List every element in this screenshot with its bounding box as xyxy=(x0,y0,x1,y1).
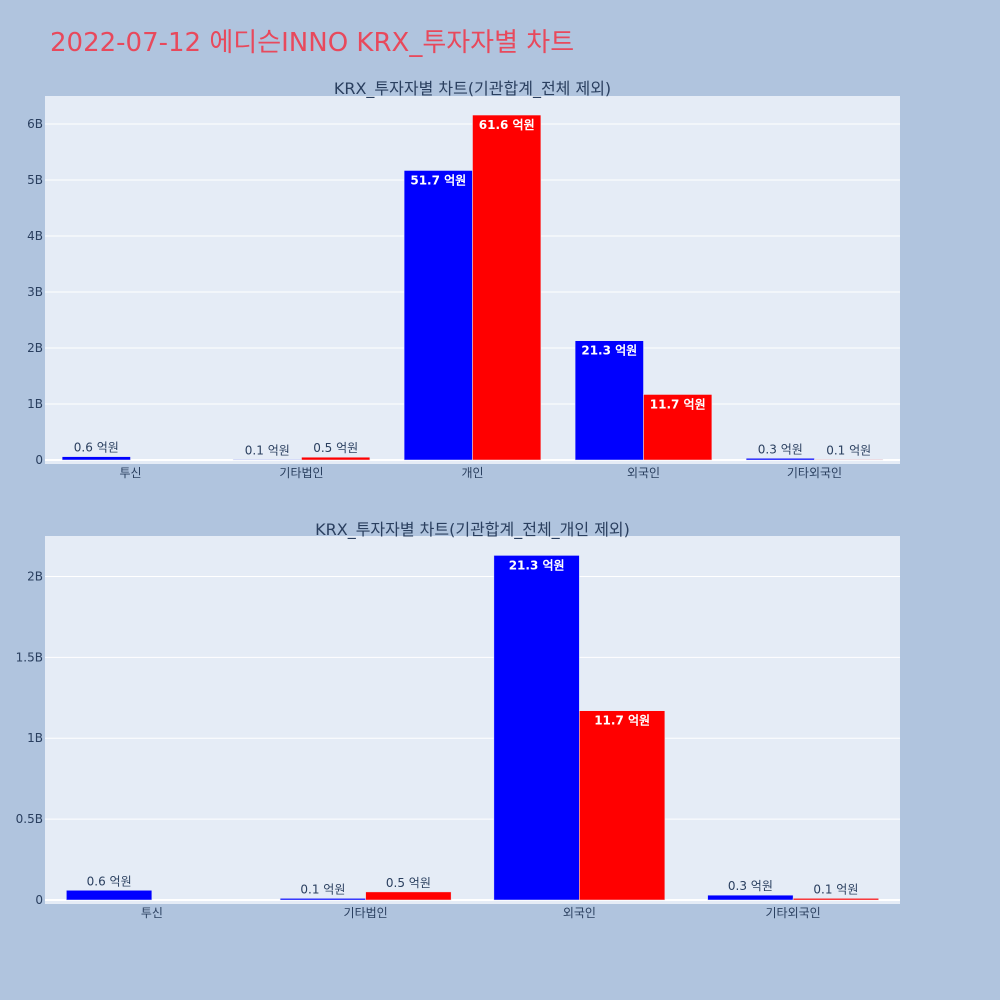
page-title: 2022-07-12 에디슨INNO KRX_투자자별 차트 xyxy=(50,28,575,58)
data-label: 0.6 억원 xyxy=(74,441,119,455)
bar xyxy=(301,456,371,461)
x-tick-label: 투신 xyxy=(141,906,163,920)
y-tick-label: 1B xyxy=(27,731,43,745)
x-tick-label: 기타외국인 xyxy=(766,906,821,920)
chart-bottom: 0 0.5B 1B 1.5B 2B KRX_투자자별 차트(기관합계_전체_개인 제외) 0… xyxy=(16,520,900,920)
y-tick-label: 0.5B xyxy=(16,812,43,826)
y-tick-label: 0 xyxy=(35,453,43,467)
bar xyxy=(643,394,713,461)
bar xyxy=(814,459,884,461)
x-tick-label: 개인 xyxy=(461,466,483,480)
y-tick-label: 1.5B xyxy=(16,650,43,664)
bar xyxy=(232,459,302,461)
bar xyxy=(365,891,452,901)
x-tick-label: 투신 xyxy=(119,466,141,480)
data-label: 0.3 억원 xyxy=(758,442,803,456)
x-tick-label: 기타외국인 xyxy=(787,466,842,480)
y-tick-label: 2B xyxy=(27,569,43,583)
data-label: 0.1 억원 xyxy=(813,882,858,896)
subplot-title: KRX_투자자별 차트(기관합계_전체 제외) xyxy=(334,79,611,99)
bar xyxy=(792,898,879,901)
data-label: 61.6 억원 xyxy=(479,118,535,132)
data-label: 0.3 억원 xyxy=(728,879,773,893)
x-tick-label: 기타법인 xyxy=(344,906,388,920)
bar xyxy=(472,114,542,461)
plot-area xyxy=(45,536,900,904)
y-tick-label: 1B xyxy=(27,397,43,411)
bar xyxy=(403,170,473,461)
subplot-title: KRX_투자자별 차트(기관합계_전체_개인 제외) xyxy=(315,520,630,540)
data-label: 0.1 억원 xyxy=(245,443,290,457)
data-label: 11.7 억원 xyxy=(594,714,650,728)
data-label: 0.1 억원 xyxy=(826,443,871,457)
data-label: 21.3 억원 xyxy=(509,558,565,572)
y-tick-label: 5B xyxy=(27,173,43,187)
bar xyxy=(574,340,644,461)
data-label: 51.7 억원 xyxy=(410,173,466,187)
y-tick-label: 3B xyxy=(27,285,43,299)
bar xyxy=(66,890,153,901)
data-label: 0.5 억원 xyxy=(386,876,431,890)
bar xyxy=(61,456,131,461)
data-label: 11.7 억원 xyxy=(650,397,706,411)
y-tick-label: 6B xyxy=(27,117,43,131)
y-tick-label: 2B xyxy=(27,341,43,355)
x-tick-label: 외국인 xyxy=(563,906,596,920)
bar xyxy=(579,710,666,901)
y-tick-label: 4B xyxy=(27,229,43,243)
data-label: 0.5 억원 xyxy=(313,441,358,455)
data-label: 21.3 억원 xyxy=(581,344,637,358)
x-tick-label: 기타법인 xyxy=(279,466,323,480)
data-label: 0.1 억원 xyxy=(300,882,345,896)
chart-top: 0 1B 2B 3B 4B 5B 6B KRX_투자자별 차트(기관합계_전체 제외) 0.6 … xyxy=(27,79,900,480)
x-tick-label: 외국인 xyxy=(627,466,660,480)
bar xyxy=(493,555,580,901)
data-label: 0.6 억원 xyxy=(87,874,132,888)
y-tick-label: 0 xyxy=(35,893,43,907)
bar xyxy=(745,458,815,461)
bar xyxy=(279,898,366,901)
bar xyxy=(707,894,794,901)
